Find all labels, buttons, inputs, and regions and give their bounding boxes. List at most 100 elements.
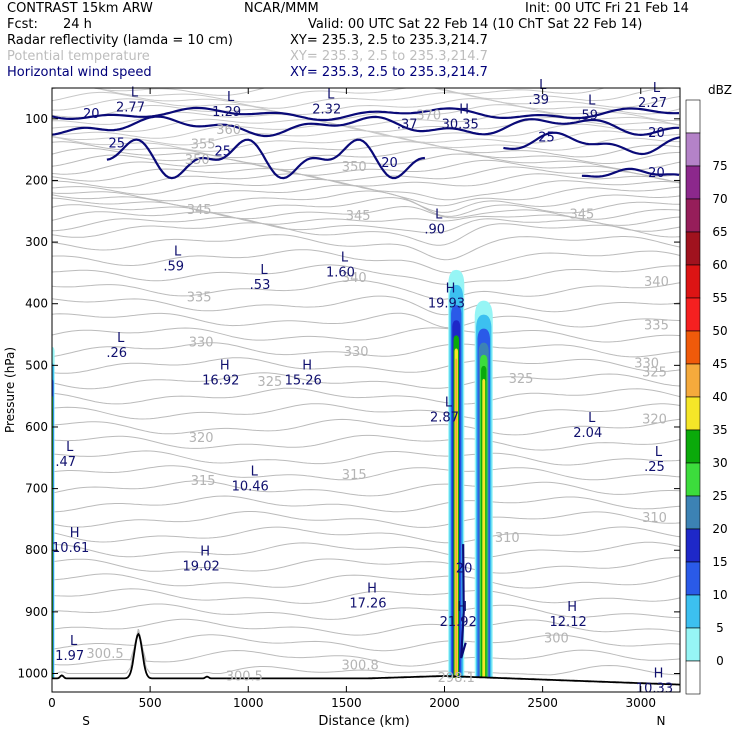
colorbar-label: 50 <box>712 324 727 338</box>
theta-label: 310 <box>642 511 667 526</box>
colorbar-swatch <box>685 99 701 134</box>
colorbar-swatch <box>685 495 701 530</box>
theta-label: 320 <box>189 431 214 446</box>
extremum-value: .53 <box>250 278 271 293</box>
y-tick-label: 400 <box>25 297 48 311</box>
extremum-value: .25 <box>644 460 665 475</box>
colorbar-swatch <box>685 297 701 332</box>
extremum-value: .47 <box>55 455 76 470</box>
colorbar-label: 25 <box>712 489 727 503</box>
theta-label: 330 <box>189 336 214 351</box>
y-tick-label: 300 <box>25 235 48 249</box>
extremum-marker: L <box>174 244 182 259</box>
theta-label: 370 <box>416 109 441 124</box>
colorbar-label: 60 <box>712 258 727 272</box>
colorbar-swatch <box>685 528 701 563</box>
theta-isentrope <box>52 184 680 207</box>
theta-isentrope <box>52 628 680 676</box>
extremum-value: 10.61 <box>52 541 89 556</box>
extremum-value: 1.60 <box>326 266 355 281</box>
wind-label: 20 <box>648 126 665 141</box>
theta-isentrope <box>52 141 680 159</box>
theta-isentrope <box>52 173 680 189</box>
theta-label: 300.5 <box>226 670 263 685</box>
extremum-marker: H <box>70 526 80 541</box>
extremum-value: 2.87 <box>430 410 459 425</box>
theta-label: 340 <box>342 271 367 286</box>
theta-isentrope <box>52 279 680 300</box>
extremum-value: 17.26 <box>349 597 386 612</box>
theta-isentrope <box>52 190 680 213</box>
extremum-marker: L <box>588 411 596 426</box>
theta-isentrope <box>52 249 680 274</box>
wind-isotach <box>106 138 426 180</box>
extremum-value: .26 <box>106 346 127 361</box>
colorbar-label: 5 <box>716 621 724 635</box>
extremum-value: 19.93 <box>428 296 465 311</box>
extremum-marker: L <box>327 87 335 102</box>
theta-isentrope <box>52 480 680 497</box>
colorbar-label: 55 <box>712 291 727 305</box>
theta-isentrope <box>52 147 680 165</box>
forecast-hours: 24 h <box>63 17 92 32</box>
extremum-marker: H <box>200 545 210 560</box>
theta-isentrope <box>52 495 680 513</box>
y-tick-label: 700 <box>25 482 48 496</box>
theta-isentrope <box>52 618 680 636</box>
wind-isotach <box>503 131 680 156</box>
extremum-value: .39 <box>528 93 549 108</box>
theta-isentrope <box>52 372 680 390</box>
theta-isentrope <box>52 526 680 544</box>
wind-label: 25 <box>108 136 125 151</box>
theta-label: 330 <box>344 345 369 360</box>
x-tick-label: 0 <box>48 696 56 710</box>
extremum-marker: L <box>70 634 78 649</box>
field-wind-name: Horizontal wind speed <box>7 65 152 80</box>
reflectivity-band <box>482 378 486 678</box>
extremum-value: 19.02 <box>183 560 220 575</box>
colorbar-swatch <box>685 231 701 266</box>
south-label: S <box>82 714 90 728</box>
extremum-marker: H <box>446 281 456 296</box>
y-tick-label: 200 <box>25 173 48 187</box>
extremum-marker: L <box>588 93 596 108</box>
colorbar-swatch <box>685 132 701 167</box>
extremum-value: .90 <box>424 223 445 238</box>
theta-label: 300 <box>544 631 569 646</box>
extremum-marker: L <box>539 78 547 93</box>
theta-isentrope <box>52 327 680 343</box>
extremum-marker: L <box>251 465 259 480</box>
x-tick-label: 2500 <box>527 696 558 710</box>
extremum-value: 1.29 <box>212 105 241 120</box>
theta-isentrope <box>52 403 680 421</box>
y-tick-label: 900 <box>25 605 48 619</box>
theta-label: 315 <box>342 468 367 483</box>
extremum-marker: H <box>654 667 664 682</box>
colorbar-swatch <box>685 627 701 662</box>
theta-isentrope <box>52 153 680 171</box>
colorbar-label: 65 <box>712 225 727 239</box>
theta-isentrope <box>52 628 680 652</box>
theta-isentrope <box>52 222 680 246</box>
extremum-value: 10.46 <box>232 480 269 495</box>
wind-labels: 20 25 25 20 25 20 20 20 <box>83 107 665 577</box>
extremum-value: 2.32 <box>312 102 341 117</box>
theta-label: 340 <box>644 275 669 290</box>
extremum-marker: H <box>367 582 377 597</box>
theta-isentrope <box>52 234 680 261</box>
colorbar-unit: dBZ <box>708 83 732 97</box>
y-axis-title: Pressure (hPa) <box>3 347 17 433</box>
valid-time: Valid: 00 UTC Sat 22 Feb 14 (10 ChT Sat … <box>308 17 643 32</box>
theta-isentrope <box>52 178 680 201</box>
theta-label: 320 <box>642 413 667 428</box>
extremum-marker: L <box>655 445 663 460</box>
extremum-value: 21.92 <box>440 615 477 630</box>
extremum-value: 2.27 <box>638 96 667 111</box>
colorbar-label: 70 <box>712 192 727 206</box>
field-theta-name: Potential temperature <box>7 49 150 64</box>
colorbar-swatch <box>685 264 701 299</box>
extremum-value: 15.26 <box>285 374 322 389</box>
